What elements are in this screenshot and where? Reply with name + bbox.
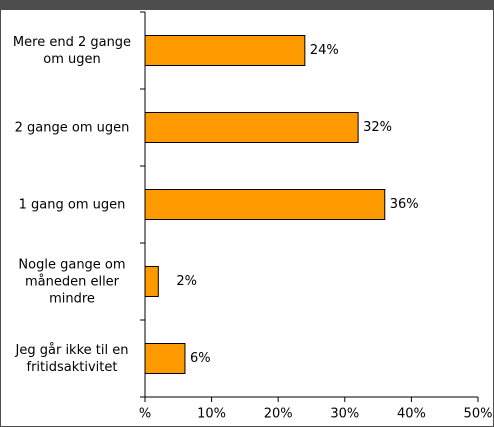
bar [144, 35, 306, 66]
x-tick-label: % [139, 407, 151, 422]
value-label: 2% [176, 274, 197, 289]
x-tick-label: 30% [330, 407, 359, 422]
category-label: 2 gange om ugen [14, 120, 130, 135]
bar [144, 343, 186, 374]
value-label: 24% [310, 43, 339, 58]
value-label: 36% [390, 197, 419, 212]
category-label: Nogle gange om måneden eller mindre [18, 257, 126, 306]
bar [144, 112, 359, 143]
bar [144, 189, 386, 220]
category-label: 1 gang om ugen [18, 197, 126, 212]
x-tick-label: 50% [464, 407, 493, 422]
bar [144, 266, 159, 297]
value-label: 6% [190, 351, 211, 366]
x-tick-label: 40% [397, 407, 426, 422]
category-label: Mere end 2 gange om ugen [12, 34, 132, 67]
top-band [0, 0, 494, 10]
x-tick-label: 20% [264, 407, 293, 422]
category-label: Jeg går ikke til en fritidsaktivitet [15, 342, 129, 375]
x-tick-label: 10% [197, 407, 226, 422]
value-label: 32% [363, 120, 392, 135]
